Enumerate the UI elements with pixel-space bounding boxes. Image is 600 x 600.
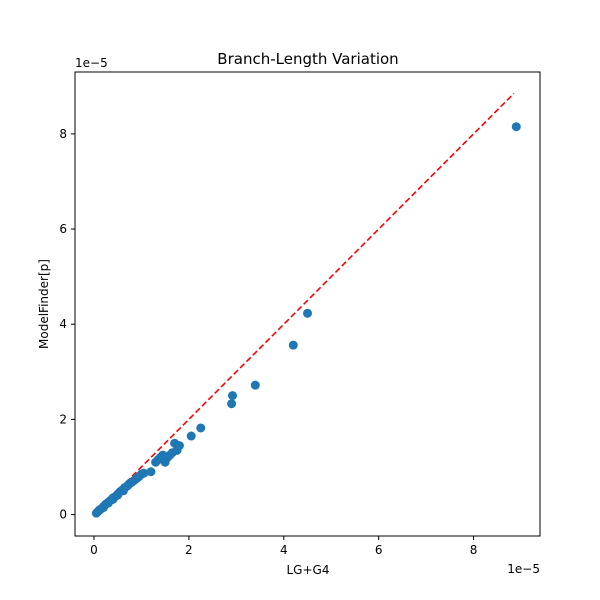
scatter-point: [250, 380, 260, 390]
scatter-point: [511, 122, 521, 132]
scatter-point: [146, 467, 156, 477]
scatter-point: [174, 441, 184, 451]
y-axis-label: ModelFinder[p]: [37, 259, 51, 349]
scatter-point: [228, 391, 238, 401]
y-axis: 0 2 4 6 8: [59, 127, 75, 522]
plot-area: [74, 71, 541, 537]
x-tick-label: 0: [90, 543, 98, 557]
scatter-point: [288, 340, 298, 350]
scatter-point: [123, 480, 133, 490]
x-tick-label: 4: [280, 543, 288, 557]
x-tick-label: 2: [185, 543, 193, 557]
scatter-point: [108, 494, 118, 504]
y-tick-label: 8: [59, 127, 67, 141]
plot-frame: [74, 71, 541, 537]
scatter-point: [133, 472, 143, 482]
scatter-point: [186, 431, 196, 441]
x-offset-label: 1e−5: [507, 562, 540, 576]
x-axis-label: LG+G4: [287, 563, 330, 577]
scatter-point: [94, 506, 104, 516]
reference-line: [93, 92, 515, 516]
x-tick-label: 8: [470, 543, 478, 557]
y-tick-label: 4: [59, 317, 67, 331]
x-axis: 0 2 4 6 8: [90, 536, 477, 557]
y-offset-label: 1e−5: [75, 56, 108, 70]
x-tick-label: 6: [375, 543, 383, 557]
y-tick-label: 0: [59, 508, 67, 522]
scatter-point: [227, 399, 237, 409]
scatter-point: [196, 423, 206, 433]
y-tick-label: 2: [59, 412, 67, 426]
chart-title: Branch-Length Variation: [217, 50, 398, 68]
y-tick-label: 6: [59, 222, 67, 236]
scatter-point: [303, 308, 312, 318]
